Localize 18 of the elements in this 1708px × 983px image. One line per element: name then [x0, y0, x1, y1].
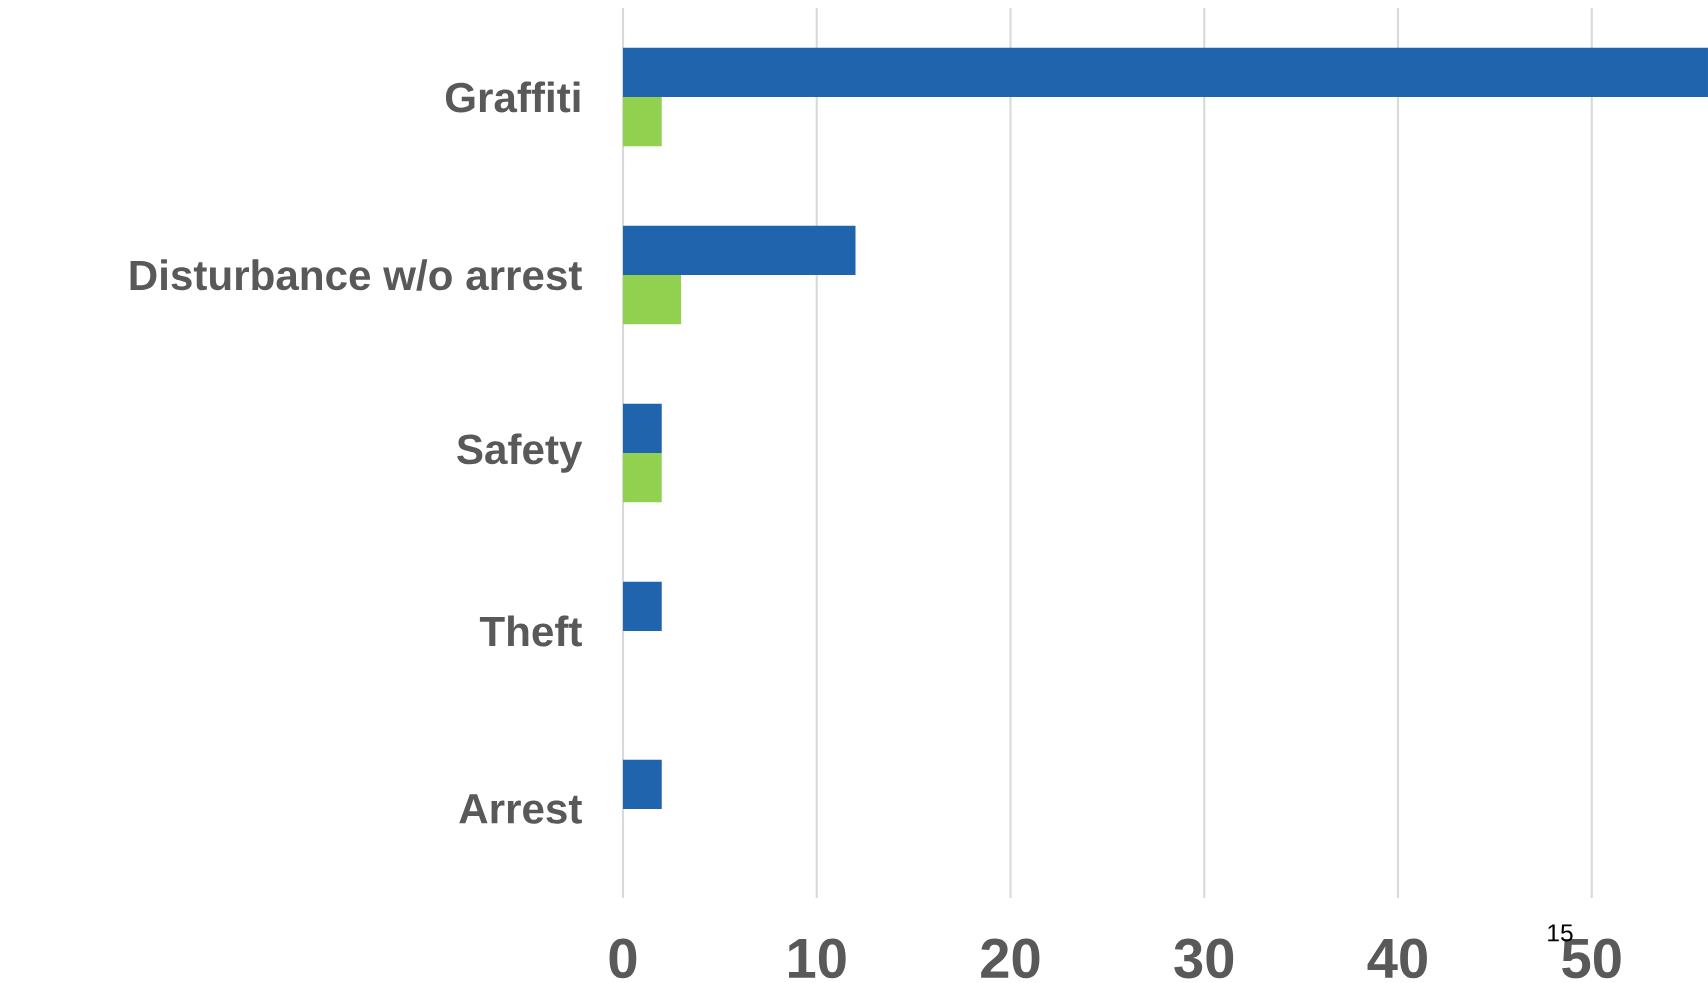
bar	[623, 47, 1708, 98]
bar	[623, 453, 662, 503]
y-tick-label: Disturbance w/o arrest	[130, 259, 582, 291]
bar	[623, 581, 662, 632]
x-tick-label: 40	[1367, 938, 1427, 979]
x-tick-label: 0	[609, 938, 637, 979]
bar	[623, 275, 682, 325]
bar	[623, 97, 662, 147]
x-tick-label: 30	[1174, 938, 1234, 979]
bar	[623, 225, 856, 276]
bar	[623, 403, 662, 454]
bar	[623, 759, 662, 810]
y-tick-label: Arrest	[459, 794, 582, 824]
x-tick-label: 10	[789, 938, 846, 979]
x-tick-label: 20	[981, 938, 1040, 979]
y-tick-label: Theft	[479, 615, 582, 647]
y-tick-label: Graffiti	[445, 81, 580, 113]
y-tick-label: Safety	[457, 433, 583, 473]
